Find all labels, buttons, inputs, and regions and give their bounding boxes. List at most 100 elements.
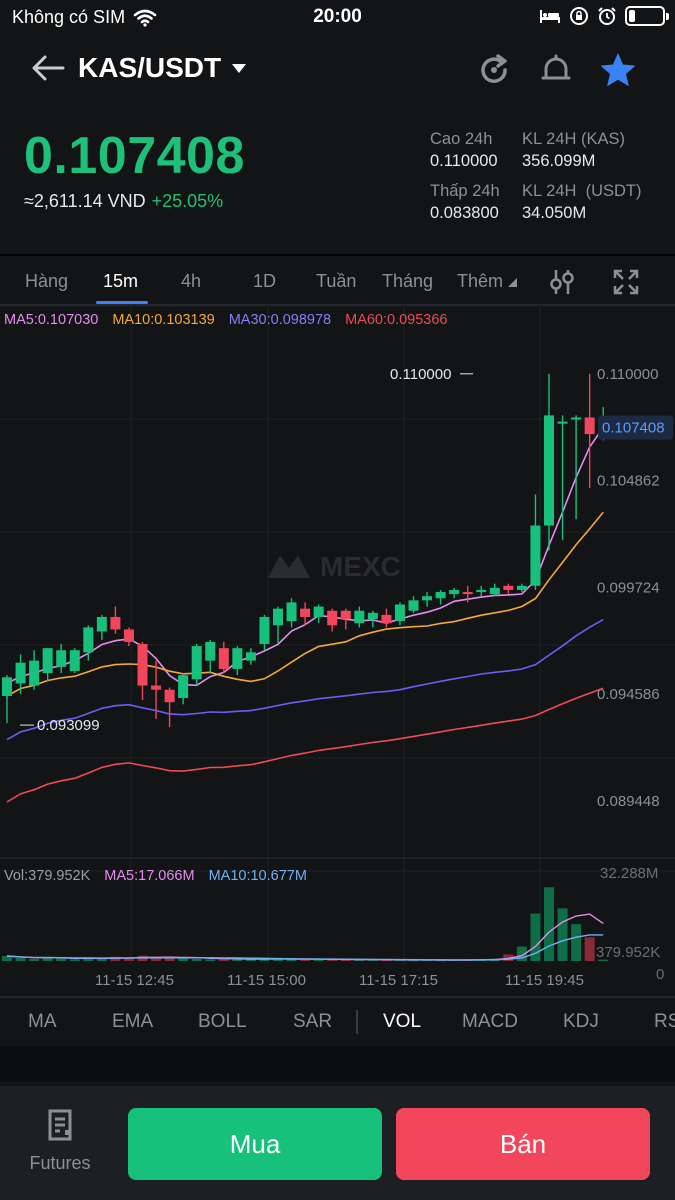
y-tick-label: 0.099724: [597, 579, 660, 596]
volume-bar: [367, 959, 378, 961]
ma5-label: MA5:0.107030: [4, 312, 99, 328]
x-tick-label: 11-15 17:15: [359, 972, 438, 989]
tab-day[interactable]: Hàng: [25, 271, 69, 291]
bed-icon: [540, 10, 560, 23]
indicator-macd[interactable]: MACD: [462, 1011, 518, 1032]
indicator-vol[interactable]: VOL: [383, 1011, 422, 1032]
stat-high-label: Cao 24h: [430, 130, 493, 148]
price-approx: ≈2,611.14 VND +25.05%: [24, 191, 223, 212]
candle-body: [191, 646, 202, 680]
bell-icon[interactable]: [536, 50, 576, 90]
indicator-sar[interactable]: SAR: [293, 1011, 333, 1032]
volume-bar: [273, 959, 283, 961]
last-price-tag-label: 0.107408: [602, 420, 665, 437]
volume-bar: [245, 959, 256, 961]
volume-bar: [327, 959, 338, 961]
back-arrow-icon[interactable]: [30, 52, 66, 84]
indicator-kdj[interactable]: KDJ: [563, 1011, 599, 1032]
vol-axis-zero: 0: [656, 966, 664, 983]
stat-vol-kas: KL 24H (KAS) 356.099M: [522, 130, 625, 171]
volume-bar: [164, 958, 175, 961]
candle-body: [367, 612, 378, 620]
stat-low-label: Thấp 24h: [430, 182, 500, 200]
candle-body: [273, 608, 283, 626]
volume-bar: [218, 958, 229, 961]
volume-bar: [96, 959, 107, 961]
indicator-tabs: MA EMA BOLL SAR VOL MACD KDJ RSI: [0, 998, 675, 1046]
indicator-ema[interactable]: EMA: [112, 1011, 154, 1032]
ma30-label: MA30:0.098978: [228, 312, 332, 328]
vol-axis-mid: 379.952K: [596, 944, 660, 961]
tab-15m[interactable]: 15m: [103, 271, 139, 291]
volume-bar: [435, 960, 446, 962]
candle-body: [571, 417, 582, 420]
alarm-icon: [598, 7, 616, 25]
volume-bar: [83, 957, 94, 961]
candle-body: [245, 652, 256, 661]
candle-body: [340, 610, 351, 620]
candle-body: [123, 629, 134, 642]
candle-body: [42, 648, 53, 674]
last-price: 0.107408: [24, 127, 245, 185]
wifi-icon: [133, 9, 157, 27]
last-price-tag: [598, 415, 673, 440]
candle-body: [178, 675, 189, 699]
volume-bar: [42, 957, 53, 961]
tab-month[interactable]: Tháng: [382, 271, 434, 291]
header: KAS/USDT: [0, 40, 675, 98]
volume-bar: [286, 958, 297, 961]
vol-axis-top: 32.288M: [600, 865, 658, 882]
candle-body: [489, 587, 500, 595]
candle-body: [503, 585, 514, 590]
corner-triangle-icon: [508, 278, 518, 287]
futures-button[interactable]: Futures: [20, 1108, 100, 1174]
candle-body: [232, 648, 243, 669]
candle-body: [516, 585, 527, 590]
candle-body: [313, 606, 324, 617]
tab-1d[interactable]: 1D: [253, 271, 277, 291]
tab-more-label: Thêm: [457, 271, 504, 291]
kline-chart[interactable]: MEXC 0.110000 0.104862 0.099724 0.094586 0.08…: [0, 306, 675, 996]
tab-more[interactable]: Thêm: [457, 271, 518, 292]
tab-week[interactable]: Tuần: [316, 271, 357, 291]
indicator-ma[interactable]: MA: [28, 1011, 57, 1032]
candle-body: [151, 685, 162, 690]
candle-body: [422, 596, 433, 601]
indicator-boll[interactable]: BOLL: [198, 1011, 247, 1032]
status-bar: Không có SIM 20:00: [0, 0, 675, 36]
stat-high: Cao 24h 0.110000: [430, 130, 498, 171]
watermark-logo: [268, 555, 310, 578]
buy-button[interactable]: Mua: [128, 1108, 382, 1180]
volume-bar: [178, 957, 189, 961]
refresh-icon[interactable]: [474, 50, 514, 90]
star-icon[interactable]: [598, 50, 638, 90]
volume-bar: [340, 959, 351, 961]
volume-bar: [69, 959, 80, 961]
volume-bar: [313, 959, 324, 961]
candle-body: [69, 650, 80, 672]
volume-bar: [544, 887, 554, 961]
pair-selector[interactable]: KAS/USDT: [78, 52, 247, 84]
vol-ma5-line: [6, 913, 604, 961]
x-tick-label: 11-15 19:45: [505, 972, 584, 989]
sell-button[interactable]: Bán: [396, 1108, 650, 1180]
candle-body: [476, 589, 487, 593]
candle-body: [544, 415, 554, 526]
ma60-line: [6, 687, 604, 803]
watermark-text: MEXC: [320, 551, 401, 582]
bottom-action-bar: Futures Mua Bán: [0, 1086, 675, 1200]
stat-vol-usdt-value: 34.050M: [522, 204, 587, 222]
approx-vnd: ≈2,611.14 VND: [24, 191, 146, 211]
volume-bar: [354, 959, 365, 961]
candle-body: [83, 627, 94, 653]
candle-body: [584, 417, 595, 435]
x-tick-label: 11-15 12:45: [95, 972, 174, 989]
fullscreen-icon[interactable]: [612, 268, 640, 296]
tab-4h[interactable]: 4h: [181, 271, 202, 291]
divider: [0, 254, 675, 256]
active-tab-indicator: [96, 301, 148, 304]
indicator-settings-icon[interactable]: [547, 268, 577, 296]
orientation-lock-icon: [570, 7, 588, 25]
ma5-line: [6, 427, 604, 687]
indicator-rsi[interactable]: RSI: [654, 1011, 675, 1032]
